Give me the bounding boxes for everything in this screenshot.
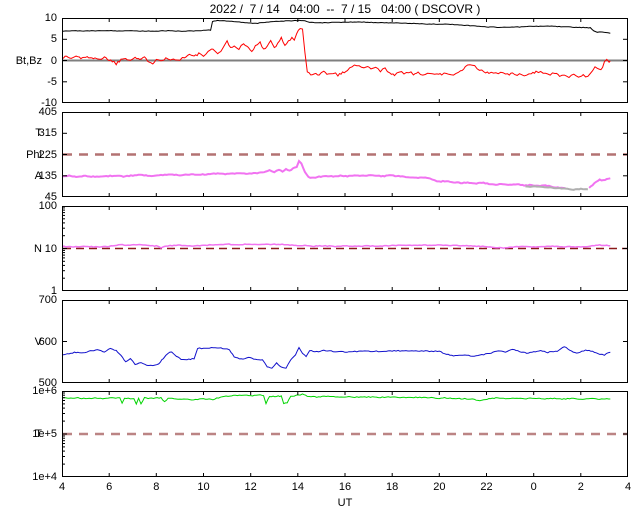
x-tick-label: 6 <box>106 481 113 493</box>
phi-angle-chart <box>62 112 628 197</box>
speed-chart <box>62 300 628 383</box>
panel-border <box>62 391 628 477</box>
x-tick-label: 16 <box>338 481 352 493</box>
y-tick-label: 1 <box>50 285 57 297</box>
series-Bz <box>62 27 611 79</box>
panel-label-v: V <box>34 335 42 348</box>
series-N <box>62 243 611 249</box>
y-tick-label: 45 <box>44 191 57 203</box>
x-tick-label: 4 <box>58 481 66 493</box>
density-chart <box>62 206 628 291</box>
y-tick-label: 5 <box>50 33 57 46</box>
series-T <box>62 393 611 406</box>
panel-label-a: A <box>34 169 42 182</box>
x-tick-label: 12 <box>244 481 257 493</box>
temperature-chart <box>62 391 628 477</box>
panel-label-t: T <box>35 127 42 140</box>
panel-speed <box>62 300 628 383</box>
y-tick-label: 405 <box>38 106 57 118</box>
panel-label-bt-bz: Bt,Bz <box>15 54 42 67</box>
panel-border <box>62 18 628 103</box>
x-tick-label: 4 <box>624 481 632 493</box>
x-tick-label: 20 <box>433 481 446 493</box>
y-tick-label: 315 <box>38 127 57 140</box>
y-tick-label: 10 <box>44 242 57 255</box>
panel-temperature <box>62 391 628 477</box>
panel-phi-angle <box>62 112 628 197</box>
panel-density <box>62 206 628 291</box>
x-tick-label: 10 <box>197 481 210 493</box>
panel-border <box>62 206 628 291</box>
panel-label-n: N <box>34 242 42 255</box>
bt-bz-chart <box>62 18 628 103</box>
x-tick-label: 0 <box>530 481 537 493</box>
y-tick-label: 10 <box>44 12 57 24</box>
y-tick-label: 1e+4 <box>32 471 57 483</box>
x-tick-label: 2 <box>577 481 584 493</box>
y-tick-label: 600 <box>38 335 57 348</box>
plot-title: 2022 / 7 / 14 04:00 -- 7 / 15 04:00 ( DS… <box>209 2 481 16</box>
series-Phi-end <box>588 177 611 189</box>
x-tick-label: 14 <box>291 481 304 493</box>
y-tick-label: -5 <box>47 75 57 88</box>
series-Phi-flagged <box>525 185 589 191</box>
panel-bt-bz <box>62 18 628 103</box>
y-tick-label: 225 <box>38 148 57 161</box>
x-axis-title: UT <box>337 497 353 509</box>
panel-label-t: T <box>35 428 42 440</box>
series-V <box>62 346 611 369</box>
y-tick-label: 1e+5 <box>32 428 57 440</box>
panel-border <box>62 300 628 383</box>
series-Phi <box>62 159 566 190</box>
panel-label-phi: Phi <box>26 148 42 161</box>
y-tick-label: 700 <box>38 294 57 306</box>
panel-border <box>62 112 628 197</box>
y-tick-label: 1e+6 <box>32 385 57 397</box>
x-tick-label: 8 <box>153 481 160 493</box>
x-tick-label: 18 <box>386 481 399 493</box>
y-tick-label: 500 <box>38 377 57 389</box>
x-tick-label: 22 <box>480 481 493 493</box>
y-tick-label: -10 <box>41 97 57 109</box>
y-tick-label: 135 <box>38 169 57 182</box>
y-tick-label: 0 <box>50 54 57 67</box>
series-Bt <box>62 19 611 34</box>
y-tick-label: 100 <box>38 200 57 212</box>
